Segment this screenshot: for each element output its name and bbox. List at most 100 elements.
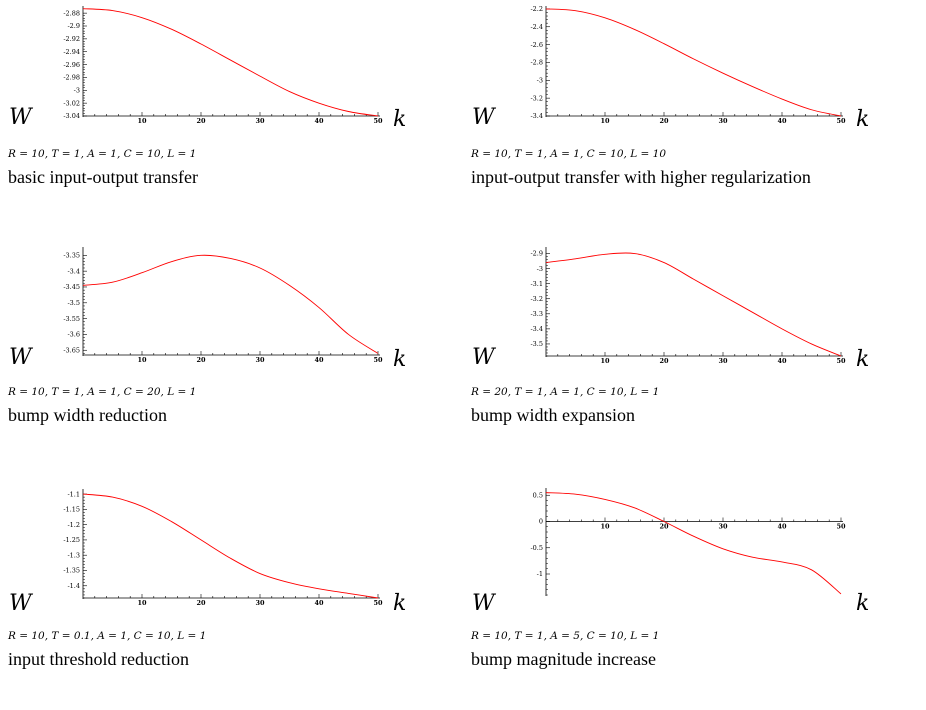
series-line [82,8,379,117]
y-tick-label: -3.4 [530,112,543,120]
y-tick-label: -2.94 [63,48,80,56]
y-tick-label: -1.3 [67,551,80,559]
x-axis-label: k [393,107,407,132]
x-tick-label: 40 [777,357,787,365]
x-tick-label: 50 [836,357,846,365]
x-axis-label: k [393,347,407,372]
x-tick-label: 30 [255,356,265,364]
y-axis-label: W [472,105,495,130]
y-tick-label: -3.1 [530,280,543,288]
y-axis-label: W [9,105,32,130]
y-tick-label: -3 [537,76,543,84]
y-tick-label: -3 [537,265,543,273]
y-tick-label: -3.2 [530,94,543,102]
plot-5: 10 20 30 40 50 -1.1 -1.15 -1.2 -1.25 -1.3 -1.35 -1.… [63,489,383,607]
x-tick-label: 10 [600,117,610,125]
y-tick-label: -3.55 [63,315,80,323]
chart-panel-5: 10 20 30 40 50 -1.1 -1.15 -1.2 -1.25 -1.3 -1.35 -1.… [0,482,463,710]
parameter-line: R = 20, T = 1, A = 1, C = 10, L = 1 [471,386,660,398]
x-tick-label: 20 [659,117,669,125]
y-axis-label: W [472,591,495,616]
chart-panel-6: 10 20 30 40 50 0.5 0 -0.5 -1 W k R = 10, T = 1, … [463,482,926,710]
y-axis-label: W [9,345,32,370]
x-tick-label: 20 [196,117,206,125]
plot-6: 10 20 30 40 50 0.5 0 -0.5 -1 [530,488,846,596]
y-tick-label: -1.15 [63,506,80,514]
y-tick-label: -1.4 [67,582,80,590]
plot-1: 10 20 30 40 50 -2.88 -2.9 -2.92 -2.94 -2.96 -2.98 -… [63,6,383,125]
chart-panel-4: 10 20 30 40 50 -2.9 -3 -3.1 -3.2 -3.3 -3.4 -3.5 W k… [463,238,926,466]
x-axis-label: k [393,591,407,616]
x-tick-label: 30 [718,523,728,531]
x-tick-label: 20 [196,356,206,364]
parameter-line: R = 10, T = 0.1, A = 1, C = 10, L = 1 [8,630,207,642]
plot-3: 10 20 30 40 50 -3.35 -3.4 -3.45 -3.5 -3.55 -3.6 -3.… [63,247,383,364]
y-axis-label: W [9,591,32,616]
plot-2: 10 20 30 40 50 -2.2 -2.4 -2.6 -2.8 -3 -3.2 -3.4 [530,5,846,125]
y-tick-label: -3.3 [530,310,543,318]
x-axis-label: k [856,107,870,132]
x-tick-label: 40 [314,356,324,364]
y-tick-label: -1.1 [67,490,80,498]
y-tick-label: -3.4 [530,325,543,333]
x-tick-label: 50 [373,356,383,364]
x-tick-label: 30 [718,117,728,125]
x-tick-label: 20 [659,357,669,365]
chart-panel-1: 10 20 30 40 50 -2.88 -2.9 -2.92 -2.94 -2.96 -2.98 -… [0,0,463,228]
y-tick-label: -3.2 [530,295,543,303]
parameter-line: R = 10, T = 1, A = 5, C = 10, L = 1 [471,630,660,642]
chart-caption: input-output transfer with higher regula… [471,167,811,187]
x-tick-label: 40 [314,599,324,607]
y-tick-label: -2.9 [67,22,80,30]
series-line [82,254,379,354]
parameter-line: R = 10, T = 1, A = 1, C = 20, L = 1 [8,386,197,398]
y-tick-label: -1 [537,570,543,578]
x-tick-label: 20 [659,523,669,531]
parameter-line: R = 10, T = 1, A = 1, C = 10, L = 1 [8,148,197,160]
y-tick-label: -3 [74,86,80,94]
chart-caption: bump magnitude increase [471,649,656,669]
chart-panel-3: 10 20 30 40 50 -3.35 -3.4 -3.45 -3.5 -3.55 -3.6 -3.… [0,238,463,466]
x-tick-label: 40 [314,117,324,125]
y-tick-label: -3.4 [67,267,80,275]
y-tick-label: -2.6 [530,41,543,49]
y-tick-label: -2.98 [63,74,80,82]
plot-4: 10 20 30 40 50 -2.9 -3 -3.1 -3.2 -3.3 -3.4 -3.5 [530,247,846,365]
y-tick-label: -2.92 [63,35,80,43]
y-tick-label: -1.25 [63,536,80,544]
series-line [545,8,842,117]
y-tick-label: -1.35 [63,567,80,575]
x-tick-label: 50 [373,117,383,125]
x-tick-label: 30 [718,357,728,365]
chart-caption: basic input-output transfer [8,167,198,187]
x-tick-label: 30 [255,117,265,125]
series-line [545,252,842,357]
x-tick-label: 10 [137,599,147,607]
chart-caption: bump width reduction [8,405,167,425]
y-tick-label: -2.96 [63,61,80,69]
y-tick-label: -2.2 [530,5,543,13]
y-tick-label: -3.5 [67,299,80,307]
y-tick-label: -2.4 [530,23,543,31]
x-tick-label: 10 [600,357,610,365]
y-tick-label: -0.5 [530,544,543,552]
series-line [545,492,842,595]
x-tick-label: 10 [137,356,147,364]
y-tick-label: -2.88 [63,9,80,17]
chart-panel-2: 10 20 30 40 50 -2.2 -2.4 -2.6 -2.8 -3 -3.2 -3.4 W k… [463,0,926,228]
x-tick-label: 20 [196,599,206,607]
y-tick-label: 0 [539,518,543,526]
x-tick-label: 50 [836,523,846,531]
y-tick-label: -2.9 [530,250,543,258]
x-tick-label: 50 [373,599,383,607]
y-tick-label: -3.35 [63,252,80,260]
x-tick-label: 40 [777,117,787,125]
y-tick-label: -3.02 [63,99,80,107]
y-tick-label: -1.2 [67,521,80,529]
y-tick-label: -2.8 [530,59,543,67]
x-tick-label: 30 [255,599,265,607]
series-line [82,493,379,599]
chart-caption: bump width expansion [471,405,635,425]
x-tick-label: 10 [137,117,147,125]
x-tick-label: 10 [600,523,610,531]
